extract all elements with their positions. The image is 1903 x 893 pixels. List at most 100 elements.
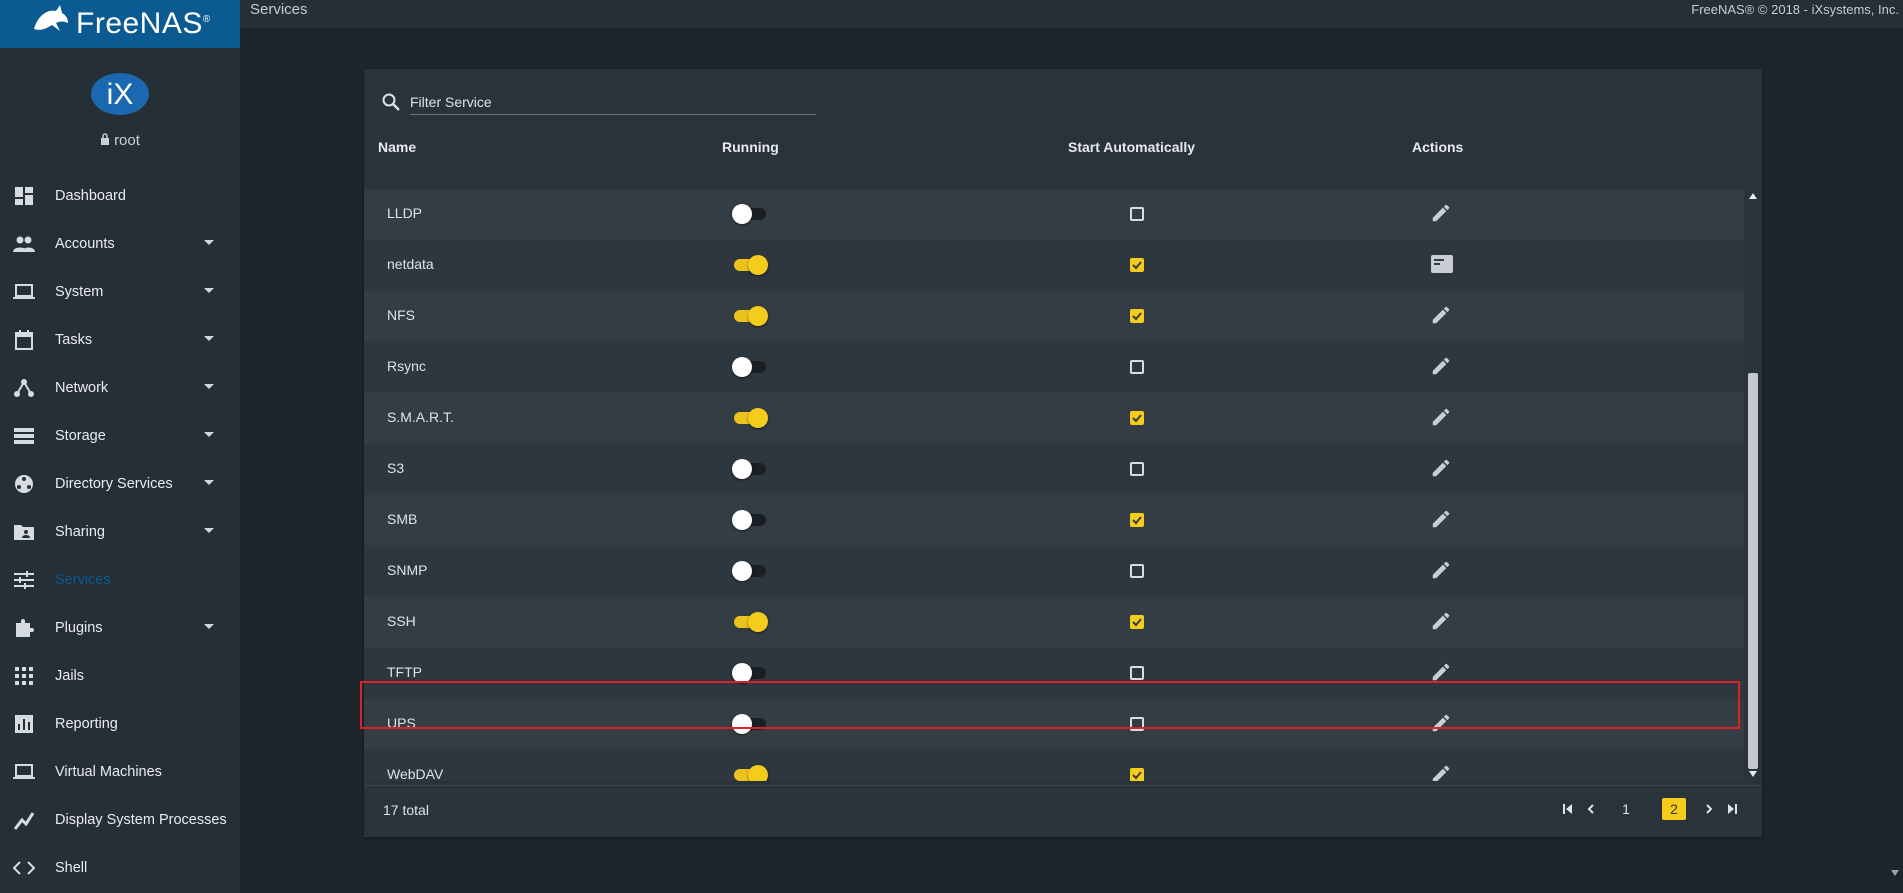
next-page-icon[interactable] xyxy=(1702,802,1716,816)
previous-page-icon[interactable] xyxy=(1584,802,1598,816)
sidebar-item-label: Tasks xyxy=(55,332,93,348)
first-page-icon[interactable] xyxy=(1562,802,1576,816)
sidebar-item-directory-services[interactable]: Directory Services xyxy=(0,460,240,508)
directory-icon xyxy=(12,472,36,496)
start-automatically-checkbox-webdav[interactable] xyxy=(1130,768,1144,781)
edit-icon[interactable] xyxy=(1430,712,1454,736)
edit-icon[interactable] xyxy=(1430,559,1454,583)
running-toggle-smb[interactable] xyxy=(732,510,766,530)
start-automatically-checkbox-tftp[interactable] xyxy=(1130,666,1144,680)
start-automatically-checkbox-rsync[interactable] xyxy=(1130,360,1144,374)
sidebar-item-tasks[interactable]: Tasks xyxy=(0,316,240,364)
toggle-knob xyxy=(748,306,768,326)
table-footer: 17 total 1 2 xyxy=(364,785,1762,838)
user-profile: iX root xyxy=(0,48,240,172)
running-toggle-rsync[interactable] xyxy=(732,357,766,377)
username: root xyxy=(114,132,140,149)
table-row: UPS xyxy=(364,699,1744,750)
sidebar-item-virtual-machines[interactable]: Virtual Machines xyxy=(0,748,240,796)
copyright-text: FreeNAS® © 2018 - iXsystems, Inc. xyxy=(1691,1,1899,17)
sidebar-item-shell[interactable]: Shell xyxy=(0,844,240,892)
service-name: UPS xyxy=(387,715,416,731)
running-toggle-s-m-a-r-t[interactable] xyxy=(732,408,768,428)
sidebar-item-reporting[interactable]: Reporting xyxy=(0,700,240,748)
sidebar-item-label: Storage xyxy=(55,428,106,444)
column-header-running[interactable]: Running xyxy=(722,139,779,155)
sidebar-item-display-system-processes[interactable]: Display System Processes xyxy=(0,796,240,844)
start-automatically-checkbox-netdata[interactable] xyxy=(1130,258,1144,272)
service-name: LLDP xyxy=(387,205,423,221)
start-automatically-checkbox-s3[interactable] xyxy=(1130,462,1144,476)
toggle-knob xyxy=(748,408,768,428)
start-automatically-checkbox-nfs[interactable] xyxy=(1130,309,1144,323)
table-header: Name Running Start Automatically Actions xyxy=(364,139,1762,175)
scroll-up-arrow-icon[interactable] xyxy=(1749,193,1757,199)
edit-icon[interactable] xyxy=(1430,661,1454,685)
edit-icon[interactable] xyxy=(1430,355,1454,379)
running-toggle-webdav[interactable] xyxy=(732,765,768,781)
web-ui-icon[interactable] xyxy=(1430,253,1454,277)
last-page-icon[interactable] xyxy=(1724,802,1738,816)
scroll-down-arrow-icon[interactable] xyxy=(1749,771,1757,777)
edit-icon[interactable] xyxy=(1430,406,1454,430)
running-toggle-ssh[interactable] xyxy=(732,612,768,632)
sidebar-item-label: Services xyxy=(55,572,111,588)
edit-icon[interactable] xyxy=(1430,610,1454,634)
sidebar-item-dashboard[interactable]: Dashboard xyxy=(0,172,240,220)
sidebar-item-network[interactable]: Network xyxy=(0,364,240,412)
filter-service-input[interactable]: Filter Service xyxy=(410,94,816,115)
table-row: S3 xyxy=(364,444,1744,495)
table-row: SMB xyxy=(364,495,1744,546)
sidebar-item-plugins[interactable]: Plugins xyxy=(0,604,240,652)
table-scrollbar[interactable] xyxy=(1746,189,1760,781)
edit-icon[interactable] xyxy=(1430,763,1454,781)
edit-icon[interactable] xyxy=(1430,457,1454,481)
page-title: Services xyxy=(250,0,308,18)
code-icon xyxy=(12,856,36,880)
table-row: TFTP xyxy=(364,648,1744,699)
search-row: Filter Service xyxy=(382,93,816,116)
caret-down-icon xyxy=(204,336,214,341)
column-header-start-automatically[interactable]: Start Automatically xyxy=(1068,139,1196,155)
toggle-knob xyxy=(732,204,752,224)
running-toggle-snmp[interactable] xyxy=(732,561,766,581)
caret-down-icon xyxy=(204,624,214,629)
sidebar-item-label: Directory Services xyxy=(55,476,173,492)
scroll-thumb[interactable] xyxy=(1748,373,1758,769)
sidebar: FreeNAS® iX root Dashboard Accoun xyxy=(0,0,240,893)
people-icon xyxy=(12,232,36,256)
start-automatically-checkbox-s-m-a-r-t[interactable] xyxy=(1130,411,1144,425)
edit-icon[interactable] xyxy=(1430,508,1454,532)
running-toggle-netdata[interactable] xyxy=(732,255,768,275)
running-toggle-s3[interactable] xyxy=(732,459,766,479)
sidebar-item-accounts[interactable]: Accounts xyxy=(0,220,240,268)
sidebar-item-storage[interactable]: Storage xyxy=(0,412,240,460)
page-scroll-down-icon[interactable] xyxy=(1891,870,1899,876)
start-automatically-checkbox-smb[interactable] xyxy=(1130,513,1144,527)
sidebar-item-jails[interactable]: Jails xyxy=(0,652,240,700)
ix-logo[interactable]: iX xyxy=(89,71,151,122)
sidebar-item-sharing[interactable]: Sharing xyxy=(0,508,240,556)
edit-icon[interactable] xyxy=(1430,202,1454,226)
lock-icon xyxy=(100,132,110,149)
column-header-name[interactable]: Name xyxy=(378,139,417,155)
start-automatically-checkbox-snmp[interactable] xyxy=(1130,564,1144,578)
start-automatically-checkbox-ssh[interactable] xyxy=(1130,615,1144,629)
running-toggle-tftp[interactable] xyxy=(732,663,766,683)
running-toggle-ups[interactable] xyxy=(732,714,766,734)
page-1-button[interactable]: 1 xyxy=(1622,801,1630,817)
running-toggle-lldp[interactable] xyxy=(732,204,766,224)
sidebar-item-services[interactable]: Services xyxy=(0,556,240,604)
edit-icon[interactable] xyxy=(1430,304,1454,328)
sidebar-item-system[interactable]: System xyxy=(0,268,240,316)
running-toggle-nfs[interactable] xyxy=(732,306,768,326)
sidebar-item-label: Dashboard xyxy=(55,188,126,204)
start-automatically-checkbox-lldp[interactable] xyxy=(1130,207,1144,221)
sidebar-item-label: Reporting xyxy=(55,716,118,732)
service-name: SNMP xyxy=(387,562,428,578)
logo-bar[interactable]: FreeNAS® xyxy=(0,0,240,48)
sidebar-item-label: Shell xyxy=(55,860,88,876)
service-name: TFTP xyxy=(387,664,422,680)
page-2-button[interactable]: 2 xyxy=(1662,798,1686,820)
start-automatically-checkbox-ups[interactable] xyxy=(1130,717,1144,731)
